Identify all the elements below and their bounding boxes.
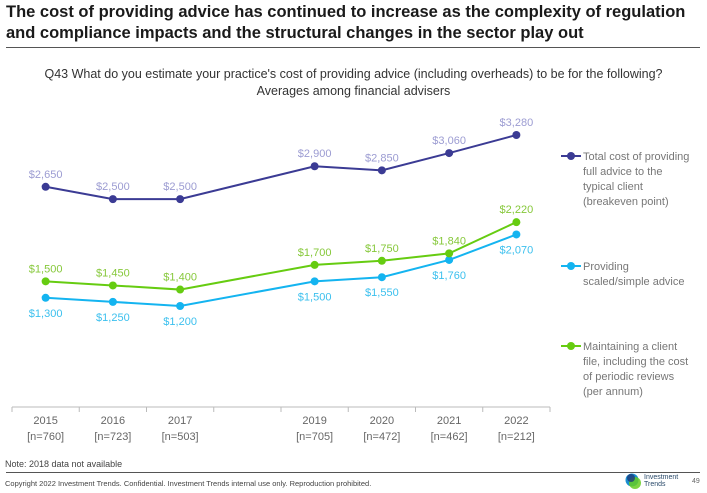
data-label: $2,500 (96, 181, 130, 193)
data-label: $1,760 (432, 270, 466, 282)
x-tick-sublabel: [n=503] (162, 431, 199, 443)
data-point (377, 273, 386, 282)
x-tick-sublabel: [n=760] (27, 431, 64, 443)
legend-marker (567, 262, 575, 270)
legend-label: Providing scaled/simple advice (583, 261, 685, 288)
x-tick-label: 2020 (370, 415, 394, 427)
x-tick-sublabel: [n=723] (94, 431, 131, 443)
data-point (377, 256, 386, 265)
data-label: $1,200 (163, 316, 197, 328)
data-label: $2,900 (298, 148, 332, 160)
data-label: $1,300 (29, 308, 63, 320)
x-tick-sublabel: [n=705] (296, 431, 333, 443)
chart-question: Q43 What do you estimate your practice's… (0, 66, 707, 100)
x-tick-label: 2016 (101, 415, 125, 427)
x-tick-sublabel: [n=212] (498, 431, 535, 443)
data-point (445, 149, 454, 158)
data-point (41, 293, 50, 302)
logo-icon (625, 473, 641, 489)
data-point (310, 260, 319, 269)
data-label: $2,070 (500, 244, 534, 256)
x-tick-label: 2015 (33, 415, 57, 427)
data-label: $1,450 (96, 267, 130, 279)
data-point (310, 162, 319, 171)
x-tick-label: 2019 (302, 415, 326, 427)
data-point (445, 255, 454, 264)
data-label: $1,400 (163, 272, 197, 284)
page-title: The cost of providing advice has continu… (6, 3, 686, 42)
data-point (41, 182, 50, 191)
data-point (176, 285, 185, 294)
data-point (445, 249, 454, 258)
investment-trends-logo: Investment Trends (625, 472, 678, 490)
footnote: Note: 2018 data not available (5, 459, 123, 469)
data-point (108, 281, 117, 290)
data-label: $1,840 (432, 235, 466, 247)
data-label: $1,500 (298, 291, 332, 303)
data-label: $2,650 (29, 169, 63, 181)
data-label: $2,850 (365, 152, 399, 164)
data-label: $2,500 (163, 181, 197, 193)
page-number: 49 (692, 478, 700, 485)
data-point (512, 131, 521, 139)
data-label: $1,550 (365, 287, 399, 299)
question-text: Q43 What do you estimate your practice's… (44, 67, 663, 81)
x-tick-label: 2021 (437, 415, 461, 427)
x-tick-label: 2017 (168, 415, 192, 427)
data-label: $3,280 (500, 117, 534, 129)
data-label: $1,750 (365, 243, 399, 255)
copyright: Copyright 2022 Investment Trends. Confid… (5, 479, 372, 488)
data-label: $1,250 (96, 312, 130, 324)
data-point (512, 218, 521, 227)
data-point (41, 277, 50, 286)
data-point (108, 195, 117, 204)
x-tick-sublabel: [n=472] (363, 431, 400, 443)
data-point (512, 230, 521, 239)
data-point (176, 195, 185, 204)
title-divider (6, 47, 700, 48)
data-label: $1,500 (29, 263, 63, 275)
data-point (310, 277, 319, 286)
data-label: $3,060 (432, 135, 466, 147)
data-point (176, 302, 185, 310)
chart-subtitle: Averages among financial advisers (256, 84, 451, 98)
legend-label: Maintaining a client file, including the … (583, 341, 688, 398)
legend-marker (567, 152, 575, 160)
x-tick-sublabel: [n=462] (431, 431, 468, 443)
data-point (377, 166, 386, 175)
data-label: $1,700 (298, 247, 332, 259)
footer-divider (6, 472, 700, 473)
data-point (108, 297, 117, 306)
legend-marker (567, 342, 575, 350)
data-label: $2,220 (500, 204, 534, 216)
legend-label: Total cost of providing full advice to th… (583, 151, 689, 208)
x-tick-label: 2022 (504, 415, 528, 427)
